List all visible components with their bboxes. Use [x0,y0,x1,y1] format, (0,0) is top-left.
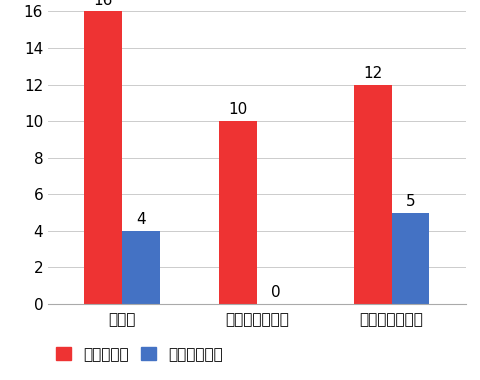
Text: 0: 0 [271,285,280,300]
Text: 16: 16 [94,0,113,8]
Bar [392,212,429,304]
Text: 4: 4 [136,212,146,227]
Bar [219,121,257,304]
Text: 5: 5 [406,194,415,209]
Bar [122,231,160,304]
Text: 10: 10 [228,103,248,117]
Legend: う螨リスク, 歯周病リスク: う螨リスク, 歯周病リスク [56,347,223,362]
Bar [354,85,392,304]
Text: 12: 12 [363,66,382,81]
Bar [84,11,122,304]
